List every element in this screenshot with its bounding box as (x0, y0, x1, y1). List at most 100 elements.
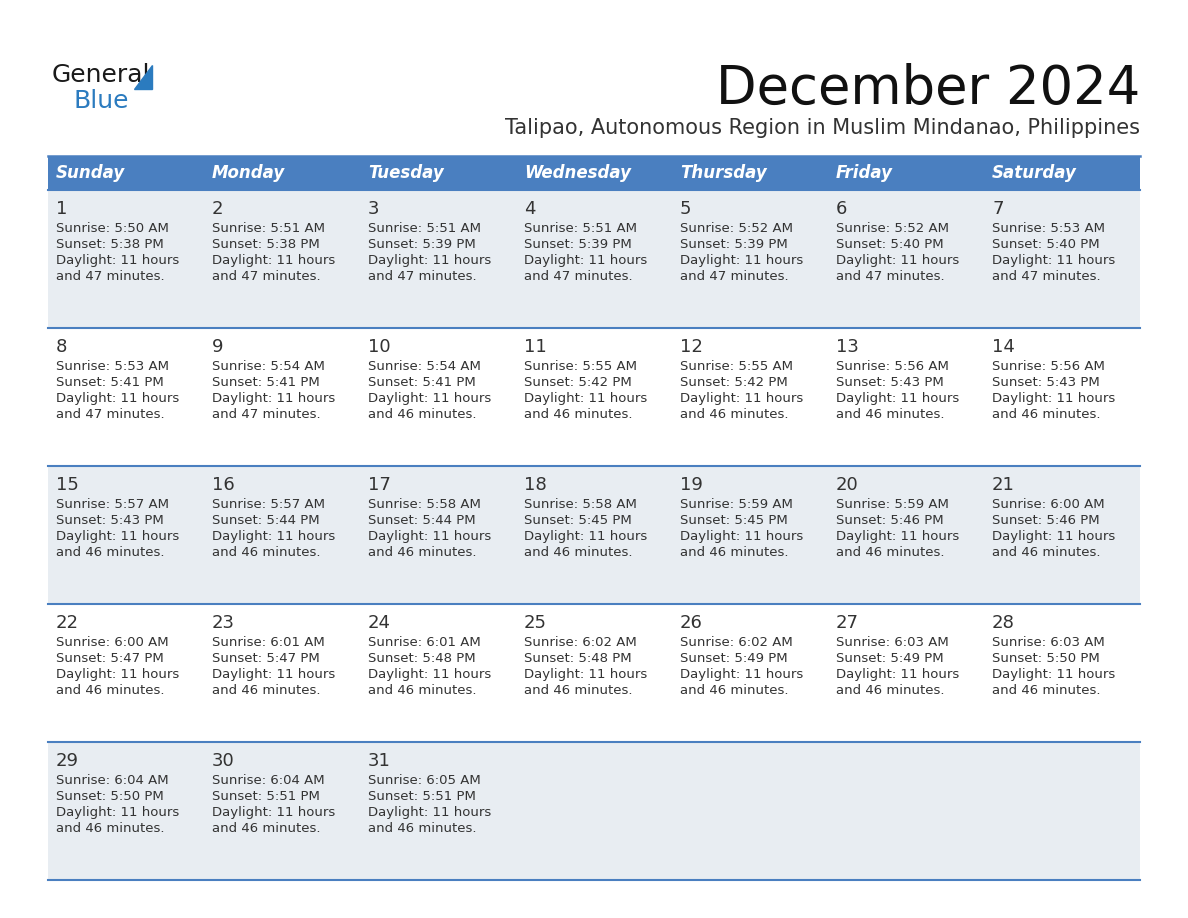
Text: Daylight: 11 hours: Daylight: 11 hours (56, 254, 179, 267)
Text: Daylight: 11 hours: Daylight: 11 hours (992, 668, 1116, 681)
Text: Sunset: 5:44 PM: Sunset: 5:44 PM (211, 514, 320, 527)
Text: 21: 21 (992, 476, 1015, 494)
Text: Sunset: 5:38 PM: Sunset: 5:38 PM (211, 238, 320, 251)
Text: Sunrise: 6:03 AM: Sunrise: 6:03 AM (836, 636, 949, 649)
Text: Sunset: 5:38 PM: Sunset: 5:38 PM (56, 238, 164, 251)
Text: Sunset: 5:50 PM: Sunset: 5:50 PM (56, 790, 164, 803)
Text: Sunset: 5:39 PM: Sunset: 5:39 PM (524, 238, 632, 251)
Text: Sunrise: 5:57 AM: Sunrise: 5:57 AM (211, 498, 326, 511)
Text: Sunset: 5:43 PM: Sunset: 5:43 PM (836, 376, 943, 389)
Text: Sunrise: 5:58 AM: Sunrise: 5:58 AM (524, 498, 637, 511)
Text: 6: 6 (836, 200, 847, 218)
Text: Sunrise: 5:58 AM: Sunrise: 5:58 AM (368, 498, 481, 511)
Text: Daylight: 11 hours: Daylight: 11 hours (680, 668, 803, 681)
Text: 7: 7 (992, 200, 1004, 218)
Text: and 46 minutes.: and 46 minutes. (524, 408, 632, 421)
Text: and 47 minutes.: and 47 minutes. (56, 270, 165, 283)
Text: Sunset: 5:42 PM: Sunset: 5:42 PM (680, 376, 788, 389)
Text: Sunrise: 5:56 AM: Sunrise: 5:56 AM (992, 360, 1105, 373)
Text: Sunrise: 5:51 AM: Sunrise: 5:51 AM (368, 222, 481, 235)
Text: 2: 2 (211, 200, 223, 218)
Text: Daylight: 11 hours: Daylight: 11 hours (56, 530, 179, 543)
Text: and 46 minutes.: and 46 minutes. (368, 408, 476, 421)
Text: and 46 minutes.: and 46 minutes. (836, 684, 944, 697)
Text: Sunset: 5:39 PM: Sunset: 5:39 PM (680, 238, 788, 251)
Text: and 47 minutes.: and 47 minutes. (56, 408, 165, 421)
Text: December 2024: December 2024 (715, 63, 1140, 115)
Text: 11: 11 (524, 338, 546, 356)
Text: and 47 minutes.: and 47 minutes. (368, 270, 476, 283)
Text: Sunset: 5:51 PM: Sunset: 5:51 PM (211, 790, 320, 803)
Text: Sunrise: 5:54 AM: Sunrise: 5:54 AM (368, 360, 481, 373)
Text: and 46 minutes.: and 46 minutes. (680, 684, 789, 697)
Text: Daylight: 11 hours: Daylight: 11 hours (524, 254, 647, 267)
Text: Saturday: Saturday (992, 164, 1076, 182)
Text: Sunrise: 5:55 AM: Sunrise: 5:55 AM (524, 360, 637, 373)
Text: Daylight: 11 hours: Daylight: 11 hours (368, 806, 492, 819)
Text: Sunset: 5:48 PM: Sunset: 5:48 PM (368, 652, 475, 665)
Text: Blue: Blue (74, 89, 129, 113)
Text: Daylight: 11 hours: Daylight: 11 hours (211, 668, 335, 681)
Text: 25: 25 (524, 614, 546, 632)
Text: 30: 30 (211, 752, 235, 770)
Text: Daylight: 11 hours: Daylight: 11 hours (836, 668, 959, 681)
Text: General: General (52, 63, 151, 87)
Text: Sunset: 5:43 PM: Sunset: 5:43 PM (56, 514, 164, 527)
Text: Daylight: 11 hours: Daylight: 11 hours (992, 254, 1116, 267)
Text: Sunrise: 5:51 AM: Sunrise: 5:51 AM (211, 222, 326, 235)
Text: 14: 14 (992, 338, 1015, 356)
Text: 31: 31 (368, 752, 391, 770)
Text: Sunset: 5:51 PM: Sunset: 5:51 PM (368, 790, 476, 803)
Text: Sunrise: 5:53 AM: Sunrise: 5:53 AM (56, 360, 169, 373)
Text: 28: 28 (992, 614, 1015, 632)
Text: Sunrise: 6:01 AM: Sunrise: 6:01 AM (368, 636, 481, 649)
Text: and 46 minutes.: and 46 minutes. (368, 822, 476, 835)
Text: 8: 8 (56, 338, 68, 356)
Text: and 47 minutes.: and 47 minutes. (524, 270, 633, 283)
Text: Sunrise: 6:00 AM: Sunrise: 6:00 AM (992, 498, 1105, 511)
Text: Sunrise: 5:59 AM: Sunrise: 5:59 AM (680, 498, 792, 511)
Text: 9: 9 (211, 338, 223, 356)
Text: Friday: Friday (836, 164, 893, 182)
Text: 15: 15 (56, 476, 78, 494)
Text: and 46 minutes.: and 46 minutes. (56, 684, 164, 697)
Text: Sunrise: 6:02 AM: Sunrise: 6:02 AM (680, 636, 792, 649)
Text: Sunrise: 5:57 AM: Sunrise: 5:57 AM (56, 498, 169, 511)
Text: Talipao, Autonomous Region in Muslim Mindanao, Philippines: Talipao, Autonomous Region in Muslim Min… (505, 118, 1140, 138)
Text: Sunset: 5:45 PM: Sunset: 5:45 PM (524, 514, 632, 527)
Text: Sunrise: 5:52 AM: Sunrise: 5:52 AM (680, 222, 794, 235)
Text: Daylight: 11 hours: Daylight: 11 hours (211, 254, 335, 267)
Text: Daylight: 11 hours: Daylight: 11 hours (524, 392, 647, 405)
Text: 26: 26 (680, 614, 703, 632)
Text: and 47 minutes.: and 47 minutes. (992, 270, 1100, 283)
Bar (48, 604, 1140, 742)
Text: Daylight: 11 hours: Daylight: 11 hours (56, 392, 179, 405)
Text: Daylight: 11 hours: Daylight: 11 hours (680, 530, 803, 543)
Text: and 46 minutes.: and 46 minutes. (836, 546, 944, 559)
Text: 18: 18 (524, 476, 546, 494)
Text: Daylight: 11 hours: Daylight: 11 hours (992, 392, 1116, 405)
Text: and 46 minutes.: and 46 minutes. (836, 408, 944, 421)
Text: and 46 minutes.: and 46 minutes. (368, 546, 476, 559)
Text: Sunset: 5:40 PM: Sunset: 5:40 PM (836, 238, 943, 251)
Text: Sunrise: 5:56 AM: Sunrise: 5:56 AM (836, 360, 949, 373)
Text: Sunrise: 6:02 AM: Sunrise: 6:02 AM (524, 636, 637, 649)
Text: Daylight: 11 hours: Daylight: 11 hours (211, 530, 335, 543)
Bar (48, 328, 1140, 466)
Text: 4: 4 (524, 200, 536, 218)
Text: and 47 minutes.: and 47 minutes. (680, 270, 789, 283)
Text: Daylight: 11 hours: Daylight: 11 hours (368, 530, 492, 543)
Text: Daylight: 11 hours: Daylight: 11 hours (680, 392, 803, 405)
Text: Sunset: 5:48 PM: Sunset: 5:48 PM (524, 652, 632, 665)
Text: and 46 minutes.: and 46 minutes. (992, 408, 1100, 421)
Text: Sunrise: 5:59 AM: Sunrise: 5:59 AM (836, 498, 949, 511)
Text: Sunset: 5:40 PM: Sunset: 5:40 PM (992, 238, 1100, 251)
Text: Sunrise: 5:52 AM: Sunrise: 5:52 AM (836, 222, 949, 235)
Text: and 47 minutes.: and 47 minutes. (836, 270, 944, 283)
Text: Sunset: 5:41 PM: Sunset: 5:41 PM (56, 376, 164, 389)
Text: Daylight: 11 hours: Daylight: 11 hours (368, 254, 492, 267)
Text: and 46 minutes.: and 46 minutes. (368, 684, 476, 697)
Text: Daylight: 11 hours: Daylight: 11 hours (680, 254, 803, 267)
Text: 13: 13 (836, 338, 859, 356)
Text: 5: 5 (680, 200, 691, 218)
